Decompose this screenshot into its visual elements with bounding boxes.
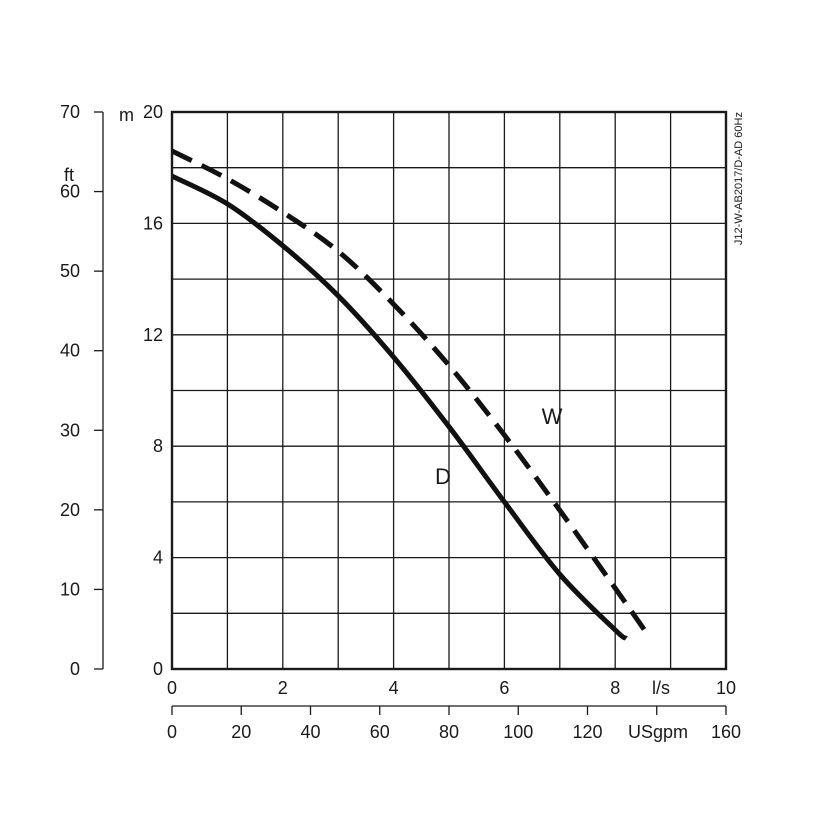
- y-secondary-tick-label: 60: [60, 182, 80, 202]
- x-primary-tick-label: 2: [278, 678, 288, 698]
- y-secondary-tick-label: 70: [60, 102, 80, 122]
- y-primary-tick-label: 8: [153, 436, 163, 456]
- y-secondary-unit-label: ft: [64, 165, 74, 185]
- axes: [94, 110, 728, 715]
- labels: m ft l/s USgpm J12-W-AB2017/D-AD 60Hz W …: [60, 102, 745, 742]
- y-primary-unit-label: m: [119, 105, 134, 125]
- curves: [170, 148, 651, 641]
- x-secondary-tick-label: 100: [503, 722, 533, 742]
- y-primary-tick-label: 12: [143, 325, 163, 345]
- x-secondary-unit-label: USgpm: [628, 722, 688, 742]
- series-line-d: [170, 173, 628, 641]
- x-secondary-tick-label: 120: [572, 722, 602, 742]
- x-primary-tick-label: 0: [167, 678, 177, 698]
- y-primary-tick-label: 0: [153, 659, 163, 679]
- y-secondary-tick-label: 40: [60, 341, 80, 361]
- y-secondary-tick-label: 0: [70, 659, 80, 679]
- x-primary-tick-label: 6: [499, 678, 509, 698]
- x-secondary-tick-label: 20: [231, 722, 251, 742]
- y-secondary-tick-label: 20: [60, 500, 80, 520]
- x-secondary-tick-label: 40: [300, 722, 320, 742]
- x-primary-unit-label: l/s: [652, 678, 670, 698]
- y-primary-tick-label: 16: [143, 213, 163, 233]
- x-primary-tick-label: 4: [389, 678, 399, 698]
- y-secondary-tick-label: 10: [60, 579, 80, 599]
- x-secondary-tick-label: 60: [370, 722, 390, 742]
- y-secondary-tick-label: 30: [60, 420, 80, 440]
- x-primary-tick-label: 10: [716, 678, 736, 698]
- x-secondary-tick-label: 160: [711, 722, 741, 742]
- grid-lines: [171, 111, 727, 670]
- y-secondary-tick-label: 50: [60, 261, 80, 281]
- x-primary-tick-label: 8: [610, 678, 620, 698]
- series-label-d: D: [435, 464, 451, 489]
- series-line-w: [170, 148, 651, 638]
- y-primary-tick-label: 20: [143, 102, 163, 122]
- chart-code-label: J12-W-AB2017/D-AD 60Hz: [733, 112, 745, 245]
- x-secondary-tick-label: 80: [439, 722, 459, 742]
- y-primary-tick-label: 4: [153, 548, 163, 568]
- x-secondary-tick-label: 0: [167, 722, 177, 742]
- plot-frame: [170, 110, 728, 671]
- series-label-w: W: [542, 404, 563, 429]
